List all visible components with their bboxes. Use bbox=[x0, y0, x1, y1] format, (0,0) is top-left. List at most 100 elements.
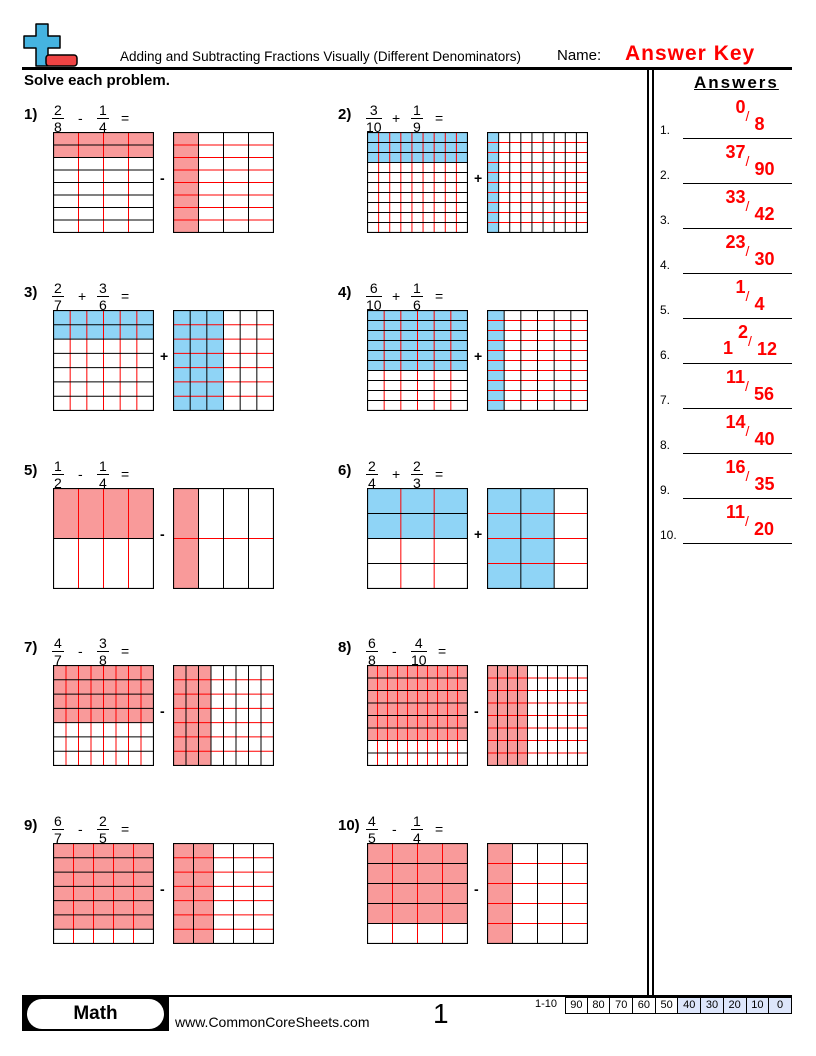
shaded-cell bbox=[190, 367, 207, 382]
shaded-cell bbox=[497, 753, 508, 766]
shaded-cell bbox=[457, 690, 468, 703]
answer-slash: / bbox=[745, 513, 749, 529]
shaded-cell bbox=[173, 857, 194, 873]
numerator: 2 bbox=[366, 458, 378, 475]
shaded-cell bbox=[487, 172, 499, 183]
numerator: 6 bbox=[366, 280, 382, 297]
answer-line bbox=[683, 452, 792, 454]
shaded-cell bbox=[400, 310, 418, 321]
answer-label: 7. bbox=[660, 393, 671, 407]
denominator: 6 bbox=[99, 297, 107, 313]
model-operator: - bbox=[160, 170, 165, 186]
shaded-cell bbox=[173, 381, 191, 397]
shaded-cell bbox=[457, 665, 468, 678]
shaded-cell bbox=[73, 900, 94, 915]
numerator: 3 bbox=[366, 102, 382, 119]
shaded-cell bbox=[103, 488, 129, 539]
shaded-cell bbox=[367, 883, 393, 904]
shaded-cell bbox=[78, 679, 91, 695]
shaded-cell bbox=[173, 353, 191, 368]
numerator: 1 bbox=[52, 458, 64, 475]
answer-value: 16/ 35 bbox=[705, 457, 795, 497]
shaded-cell bbox=[53, 665, 66, 680]
shaded-cell bbox=[173, 367, 191, 382]
answer-slash: / bbox=[745, 378, 749, 394]
shaded-cell bbox=[400, 320, 418, 331]
answer-value: 11/ 56 bbox=[705, 367, 795, 407]
shaded-cell bbox=[133, 914, 154, 930]
shaded-cell bbox=[423, 152, 435, 163]
denominator: 7 bbox=[54, 830, 62, 846]
shaded-cell bbox=[437, 728, 448, 741]
shaded-cell bbox=[113, 857, 134, 873]
fraction-2: 4 10 bbox=[411, 635, 427, 668]
shaded-cell bbox=[173, 751, 186, 766]
shaded-cell bbox=[367, 863, 393, 884]
shaded-cell bbox=[173, 195, 199, 208]
shaded-cell bbox=[198, 665, 211, 680]
shaded-cell bbox=[437, 703, 448, 716]
shaded-cell bbox=[407, 690, 418, 703]
shaded-cell bbox=[116, 679, 129, 695]
shaded-cell bbox=[141, 694, 154, 709]
shaded-cell bbox=[456, 152, 468, 163]
shaded-cell bbox=[517, 678, 528, 691]
shaded-cell bbox=[141, 679, 154, 695]
shaded-cell bbox=[457, 715, 468, 728]
problem-number: 7) bbox=[24, 639, 38, 656]
equals-sign: = bbox=[121, 466, 130, 482]
operator: - bbox=[78, 466, 83, 482]
fraction-2-model bbox=[172, 487, 275, 590]
denominator: 5 bbox=[368, 830, 376, 846]
answer-line bbox=[683, 317, 792, 319]
shaded-cell bbox=[417, 715, 428, 728]
shaded-cell bbox=[367, 360, 385, 371]
shaded-cell bbox=[70, 310, 87, 325]
answer-row: 2. 37/ 90 bbox=[660, 139, 795, 184]
shaded-cell bbox=[173, 396, 191, 411]
numerator: 1 bbox=[97, 458, 109, 475]
shaded-cell bbox=[367, 488, 401, 514]
plus-minus-logo-icon bbox=[23, 23, 78, 67]
answer-numerator: 11 bbox=[726, 367, 746, 387]
shaded-cell bbox=[487, 192, 499, 203]
fraction-1-model bbox=[366, 131, 469, 234]
operator: - bbox=[78, 643, 83, 659]
shaded-cell bbox=[507, 715, 518, 728]
shaded-cell bbox=[173, 694, 186, 709]
shaded-cell bbox=[487, 370, 505, 381]
operator: + bbox=[78, 288, 87, 304]
page-number: 1 bbox=[433, 998, 449, 1029]
shaded-cell bbox=[445, 132, 457, 143]
operator: - bbox=[392, 643, 397, 659]
answer-row: 9. 16/ 35 bbox=[660, 454, 795, 499]
shaded-cell bbox=[173, 886, 194, 901]
shaded-cell bbox=[442, 843, 468, 864]
shaded-cell bbox=[434, 320, 451, 331]
shaded-cell bbox=[173, 145, 199, 158]
shaded-cell bbox=[400, 132, 412, 143]
shaded-cell bbox=[434, 142, 446, 153]
model-operator: - bbox=[160, 881, 165, 897]
shaded-cell bbox=[133, 872, 154, 887]
shaded-cell bbox=[487, 678, 498, 691]
shaded-cell bbox=[520, 563, 555, 589]
score-cell: 20 bbox=[723, 997, 747, 1014]
shaded-cell bbox=[173, 157, 199, 170]
fraction-2-model bbox=[172, 664, 275, 767]
shaded-cell bbox=[411, 142, 424, 153]
fraction-1-model bbox=[52, 309, 155, 412]
shaded-cell bbox=[367, 513, 401, 539]
shaded-cell bbox=[487, 400, 505, 411]
shaded-cell bbox=[186, 708, 199, 723]
shaded-cell bbox=[434, 132, 446, 143]
shaded-cell bbox=[133, 857, 154, 873]
shaded-cell bbox=[517, 715, 528, 728]
model-operator: + bbox=[160, 348, 169, 364]
shaded-cell bbox=[377, 715, 388, 728]
shaded-cell bbox=[53, 145, 79, 158]
